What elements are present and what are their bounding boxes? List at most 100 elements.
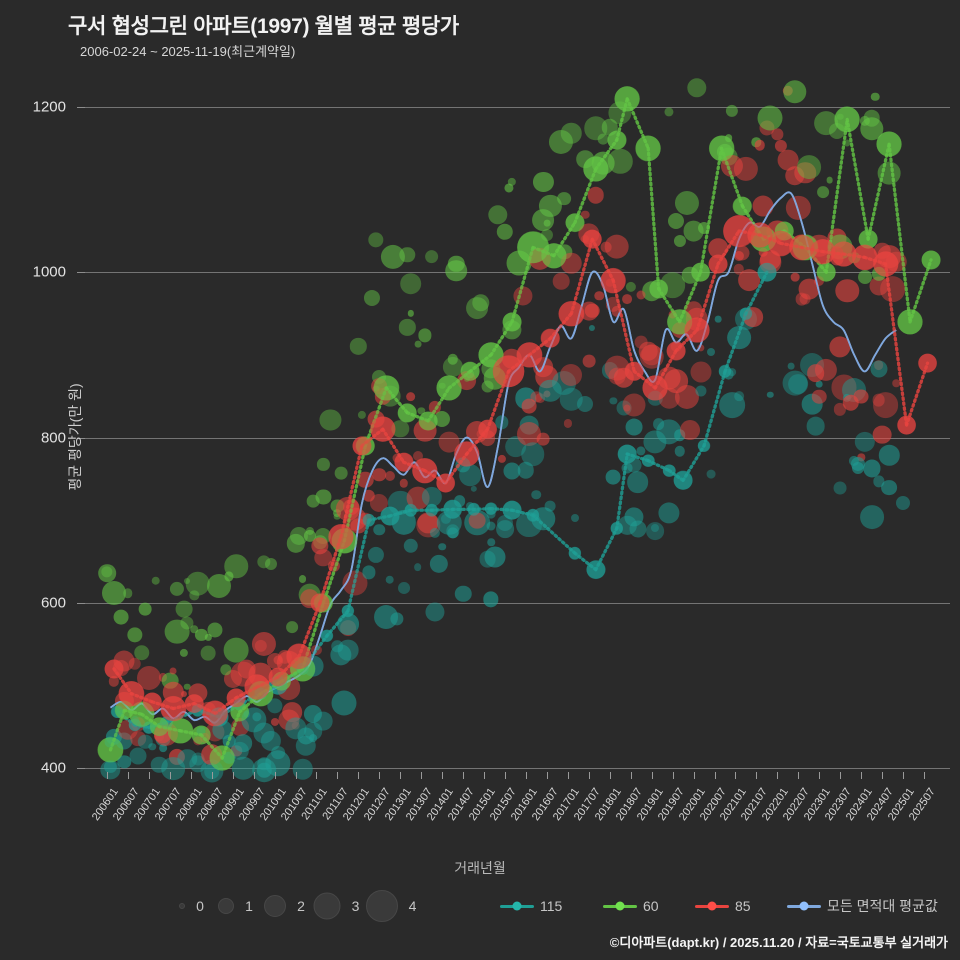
- data-point[interactable]: [104, 760, 117, 773]
- data-point[interactable]: [771, 128, 784, 140]
- data-point[interactable]: [521, 442, 545, 467]
- data-point[interactable]: [577, 395, 594, 412]
- data-point[interactable]: [752, 195, 774, 217]
- data-point[interactable]: [425, 602, 445, 622]
- data-point[interactable]: [671, 321, 688, 338]
- data-point[interactable]: [319, 409, 342, 431]
- data-point[interactable]: [622, 294, 633, 305]
- data-point[interactable]: [522, 399, 537, 414]
- legend-series-85[interactable]: 85: [695, 898, 751, 914]
- data-point[interactable]: [570, 513, 579, 522]
- data-point[interactable]: [830, 252, 844, 266]
- data-point[interactable]: [531, 490, 542, 500]
- data-point[interactable]: [486, 509, 496, 519]
- data-point[interactable]: [560, 364, 583, 387]
- data-point[interactable]: [292, 759, 313, 780]
- data-point[interactable]: [384, 471, 395, 482]
- data-point[interactable]: [561, 253, 582, 274]
- data-point[interactable]: [881, 479, 898, 496]
- data-point[interactable]: [796, 155, 821, 179]
- data-point[interactable]: [698, 221, 711, 234]
- data-point[interactable]: [414, 340, 422, 348]
- data-point[interactable]: [799, 293, 811, 305]
- data-point[interactable]: [136, 665, 161, 690]
- data-point[interactable]: [788, 373, 809, 394]
- data-point[interactable]: [639, 344, 664, 369]
- data-point[interactable]: [673, 471, 693, 490]
- data-point[interactable]: [668, 212, 685, 229]
- data-point[interactable]: [848, 251, 860, 264]
- data-point[interactable]: [557, 191, 572, 206]
- data-point[interactable]: [357, 471, 374, 489]
- data-point[interactable]: [112, 659, 129, 676]
- data-point[interactable]: [151, 756, 168, 774]
- data-point[interactable]: [200, 743, 223, 766]
- data-point[interactable]: [605, 469, 621, 485]
- data-point[interactable]: [543, 219, 551, 227]
- data-point[interactable]: [587, 186, 605, 204]
- data-point[interactable]: [314, 711, 333, 731]
- data-point[interactable]: [783, 80, 807, 104]
- data-point[interactable]: [243, 710, 250, 718]
- data-point[interactable]: [507, 177, 517, 187]
- data-point[interactable]: [413, 563, 422, 571]
- data-point[interactable]: [459, 464, 481, 487]
- data-point[interactable]: [921, 250, 941, 270]
- data-point[interactable]: [552, 272, 570, 290]
- data-point[interactable]: [537, 432, 550, 446]
- data-point[interactable]: [605, 278, 615, 288]
- data-point[interactable]: [723, 368, 734, 380]
- data-point[interactable]: [833, 481, 847, 495]
- data-point[interactable]: [681, 267, 699, 284]
- data-point[interactable]: [680, 419, 701, 440]
- data-point[interactable]: [877, 244, 901, 269]
- data-point[interactable]: [367, 411, 385, 428]
- data-point[interactable]: [738, 269, 761, 292]
- data-point[interactable]: [774, 139, 787, 152]
- data-point[interactable]: [585, 303, 600, 319]
- data-point[interactable]: [468, 512, 486, 529]
- data-point[interactable]: [424, 249, 439, 264]
- data-point[interactable]: [352, 436, 372, 456]
- data-point[interactable]: [413, 419, 437, 443]
- data-point[interactable]: [706, 469, 716, 479]
- data-point[interactable]: [548, 130, 573, 155]
- data-point[interactable]: [826, 176, 834, 184]
- data-point[interactable]: [496, 519, 514, 538]
- data-point[interactable]: [486, 521, 496, 531]
- data-point[interactable]: [334, 467, 348, 480]
- data-point[interactable]: [177, 749, 198, 769]
- data-point[interactable]: [479, 430, 496, 447]
- data-point[interactable]: [794, 162, 817, 184]
- data-point[interactable]: [870, 360, 888, 378]
- data-point[interactable]: [134, 644, 150, 661]
- data-point[interactable]: [674, 191, 699, 216]
- data-point[interactable]: [790, 272, 800, 282]
- data-point[interactable]: [130, 730, 147, 747]
- data-point[interactable]: [668, 310, 678, 320]
- data-point[interactable]: [343, 499, 360, 516]
- data-point[interactable]: [438, 542, 446, 551]
- data-point[interactable]: [175, 600, 193, 618]
- data-point[interactable]: [503, 183, 514, 193]
- legend-series-60[interactable]: 60: [603, 898, 659, 914]
- data-point[interactable]: [586, 560, 606, 580]
- data-point[interactable]: [159, 744, 167, 752]
- data-point[interactable]: [853, 389, 869, 404]
- data-point[interactable]: [226, 688, 246, 708]
- data-point[interactable]: [608, 368, 626, 385]
- data-point[interactable]: [98, 564, 116, 582]
- data-point[interactable]: [265, 558, 278, 571]
- data-point[interactable]: [872, 392, 899, 419]
- data-point[interactable]: [130, 715, 139, 724]
- data-point[interactable]: [253, 722, 275, 744]
- data-point[interactable]: [399, 272, 422, 295]
- data-point[interactable]: [161, 756, 186, 781]
- data-point[interactable]: [581, 210, 590, 219]
- data-point[interactable]: [725, 104, 739, 117]
- data-point[interactable]: [302, 655, 324, 677]
- data-point[interactable]: [309, 734, 317, 742]
- data-point[interactable]: [863, 110, 880, 127]
- data-point[interactable]: [484, 546, 506, 568]
- data-point[interactable]: [298, 575, 307, 584]
